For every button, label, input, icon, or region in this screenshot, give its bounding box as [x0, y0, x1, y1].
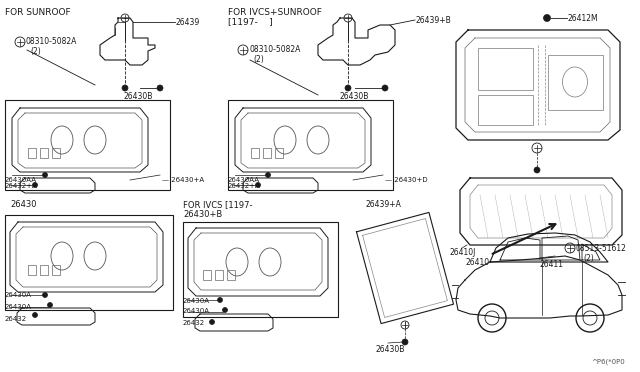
Bar: [203, 270, 211, 280]
Text: (2): (2): [253, 55, 264, 64]
Text: ^P6(*0P0: ^P6(*0P0: [591, 359, 625, 365]
Text: 26430A: 26430A: [5, 292, 32, 298]
Circle shape: [534, 167, 540, 173]
Bar: [52, 148, 60, 158]
Text: 26410: 26410: [465, 258, 489, 267]
Circle shape: [42, 292, 47, 298]
Circle shape: [266, 173, 271, 177]
Circle shape: [223, 308, 227, 312]
Bar: [251, 148, 259, 158]
Bar: [40, 148, 48, 158]
Circle shape: [402, 339, 408, 345]
Bar: [478, 48, 533, 90]
Circle shape: [218, 298, 223, 302]
Circle shape: [33, 312, 38, 317]
Circle shape: [42, 173, 47, 177]
Text: 26432+A: 26432+A: [5, 183, 38, 189]
Text: FOR IVCS+SUNROOF: FOR IVCS+SUNROOF: [228, 8, 322, 17]
Circle shape: [382, 85, 388, 91]
Text: FOR SUNROOF: FOR SUNROOF: [5, 8, 70, 17]
Circle shape: [255, 183, 260, 187]
Bar: [183, 222, 338, 317]
Text: 26430AA: 26430AA: [5, 177, 37, 183]
Bar: [263, 148, 271, 158]
Bar: [275, 148, 283, 158]
Bar: [28, 148, 36, 158]
Circle shape: [345, 85, 351, 91]
Bar: [40, 265, 48, 275]
Circle shape: [47, 302, 52, 308]
Bar: [478, 95, 533, 125]
Text: 26432: 26432: [183, 320, 205, 326]
Circle shape: [157, 85, 163, 91]
Text: — 26430+D: — 26430+D: [385, 177, 428, 183]
Text: 26439+B: 26439+B: [416, 16, 452, 25]
Text: [1197-    ]: [1197- ]: [228, 17, 273, 26]
Circle shape: [122, 85, 128, 91]
Text: 08310-5082A: 08310-5082A: [26, 37, 77, 46]
Text: 26430A: 26430A: [5, 304, 32, 310]
Text: 26432: 26432: [5, 316, 27, 322]
Bar: [215, 270, 223, 280]
Text: — 26430+A: — 26430+A: [162, 177, 204, 183]
Text: 26430AA: 26430AA: [228, 177, 260, 183]
Text: (2): (2): [30, 47, 41, 56]
Text: 26432+A: 26432+A: [228, 183, 260, 189]
Text: 26412M: 26412M: [568, 14, 598, 23]
Text: 26430B: 26430B: [123, 92, 152, 101]
Circle shape: [33, 183, 38, 187]
Text: 26430A: 26430A: [183, 298, 210, 304]
Bar: [228, 100, 393, 190]
Text: 26410J: 26410J: [450, 248, 476, 257]
Circle shape: [209, 320, 214, 324]
Bar: [5, 215, 173, 310]
Bar: [52, 265, 60, 275]
Circle shape: [543, 15, 550, 22]
Text: 26411: 26411: [540, 260, 564, 269]
Bar: [548, 55, 603, 110]
Text: (2): (2): [583, 254, 594, 263]
Text: 26430+B: 26430+B: [183, 210, 222, 219]
Text: 26430: 26430: [10, 200, 36, 209]
Text: 26439: 26439: [176, 18, 200, 27]
Bar: [5, 100, 170, 190]
Text: 26439+A: 26439+A: [365, 200, 401, 209]
Text: FOR IVCS [1197-: FOR IVCS [1197-: [183, 200, 253, 209]
Text: 08513-51612: 08513-51612: [576, 244, 627, 253]
Text: 26430B: 26430B: [375, 345, 404, 354]
Bar: [28, 265, 36, 275]
Text: 08310-5082A: 08310-5082A: [249, 45, 300, 54]
Text: 26430B: 26430B: [340, 92, 369, 101]
Bar: [227, 270, 235, 280]
Text: 26430A: 26430A: [183, 308, 210, 314]
